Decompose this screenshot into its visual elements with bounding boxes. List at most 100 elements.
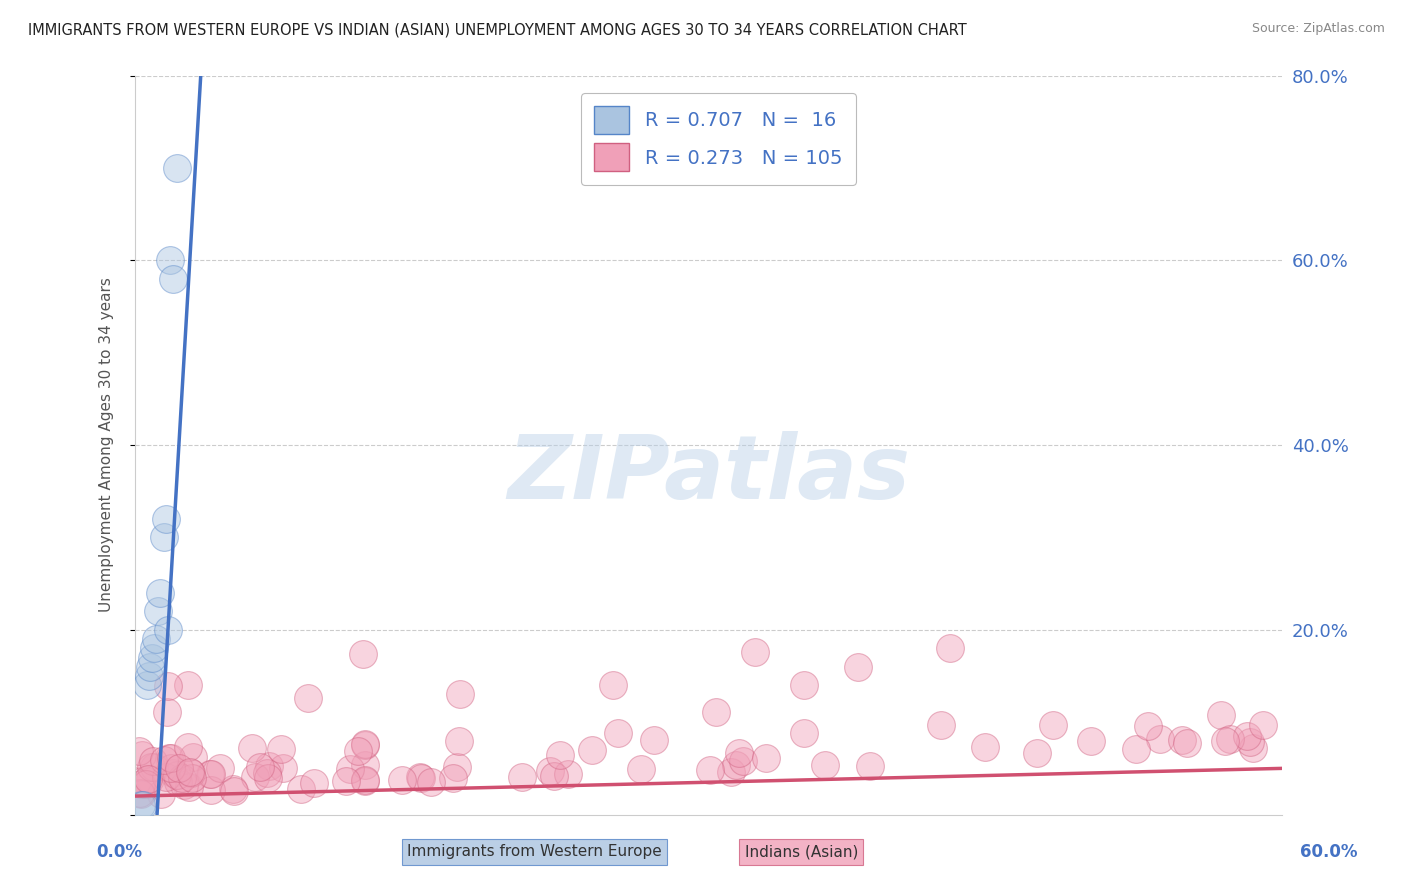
Point <box>538 764 561 778</box>
Point <box>411 771 433 785</box>
Point <box>449 733 471 747</box>
Point <box>408 770 430 784</box>
Point <box>159 751 181 765</box>
Point <box>273 762 295 776</box>
Point <box>150 788 173 802</box>
Point <box>302 776 325 790</box>
Point <box>170 772 193 786</box>
Point <box>145 632 167 646</box>
Point <box>141 650 163 665</box>
Point <box>153 753 176 767</box>
Point <box>200 767 222 781</box>
Point <box>131 777 153 791</box>
Text: 0.0%: 0.0% <box>97 843 142 861</box>
Point <box>352 647 374 661</box>
Point <box>449 688 471 702</box>
Point <box>128 744 150 758</box>
Point <box>157 679 180 693</box>
Point <box>129 786 152 800</box>
Point <box>704 705 727 719</box>
Point <box>179 764 201 779</box>
Point <box>129 787 152 801</box>
Text: IMMIGRANTS FROM WESTERN EUROPE VS INDIAN (ASIAN) UNEMPLOYMENT AMONG AGES 30 TO 3: IMMIGRANTS FROM WESTERN EUROPE VS INDIAN… <box>28 22 967 37</box>
Point <box>846 660 869 674</box>
Point <box>149 586 172 600</box>
Point <box>643 732 665 747</box>
Point <box>179 780 201 795</box>
Point <box>548 748 571 763</box>
Text: ZIPatlas: ZIPatlas <box>508 431 910 518</box>
Point <box>353 772 375 787</box>
Point <box>180 766 202 780</box>
Point <box>135 678 157 692</box>
Point <box>581 743 603 757</box>
Point <box>1251 718 1274 732</box>
Point <box>929 718 952 732</box>
Point <box>353 757 375 772</box>
Point <box>1080 733 1102 747</box>
Point <box>129 798 152 813</box>
Point <box>176 678 198 692</box>
Point <box>420 774 443 789</box>
Point <box>1219 731 1241 746</box>
Point <box>1213 733 1236 747</box>
Point <box>1211 708 1233 723</box>
Point <box>543 769 565 783</box>
Text: Source: ZipAtlas.com: Source: ZipAtlas.com <box>1251 22 1385 36</box>
Point <box>335 773 357 788</box>
Point <box>257 759 280 773</box>
Point <box>793 726 815 740</box>
Point <box>139 659 162 673</box>
Text: 60.0%: 60.0% <box>1301 843 1357 861</box>
Point <box>939 641 962 656</box>
Point <box>510 770 533 784</box>
Point <box>270 742 292 756</box>
Text: Immigrants from Western Europe: Immigrants from Western Europe <box>406 845 662 859</box>
Point <box>138 772 160 786</box>
Point <box>155 512 177 526</box>
Point <box>142 754 165 768</box>
Point <box>156 705 179 719</box>
Point <box>176 739 198 754</box>
Point <box>973 740 995 755</box>
Legend: R = 0.707   N =  16, R = 0.273   N = 105: R = 0.707 N = 16, R = 0.273 N = 105 <box>581 93 856 185</box>
Point <box>173 778 195 792</box>
Point <box>699 763 721 777</box>
Point <box>132 772 155 787</box>
Point <box>1239 735 1261 749</box>
Point <box>200 783 222 797</box>
Y-axis label: Unemployment Among Ages 30 to 34 years: Unemployment Among Ages 30 to 34 years <box>100 277 114 613</box>
Point <box>167 761 190 775</box>
Point <box>1042 717 1064 731</box>
Point <box>1236 729 1258 743</box>
Point <box>606 725 628 739</box>
Point <box>1175 736 1198 750</box>
Point <box>257 771 280 785</box>
Point <box>222 784 245 798</box>
Point <box>720 764 742 779</box>
Point <box>157 751 180 765</box>
Point <box>630 762 652 776</box>
Point <box>180 771 202 785</box>
Point <box>339 762 361 776</box>
Point <box>198 766 221 780</box>
Point <box>160 762 183 776</box>
Point <box>731 754 754 768</box>
Point <box>167 775 190 789</box>
Point <box>162 272 184 286</box>
Point <box>146 604 169 618</box>
Point <box>1171 732 1194 747</box>
Point <box>181 749 204 764</box>
Point <box>256 765 278 780</box>
Point <box>138 772 160 787</box>
Point <box>249 760 271 774</box>
Point <box>353 738 375 752</box>
Point <box>859 759 882 773</box>
Point <box>135 777 157 791</box>
Point <box>724 758 747 772</box>
Point <box>1149 732 1171 747</box>
Point <box>602 678 624 692</box>
Point <box>755 751 778 765</box>
Point <box>156 623 179 637</box>
Point <box>744 645 766 659</box>
